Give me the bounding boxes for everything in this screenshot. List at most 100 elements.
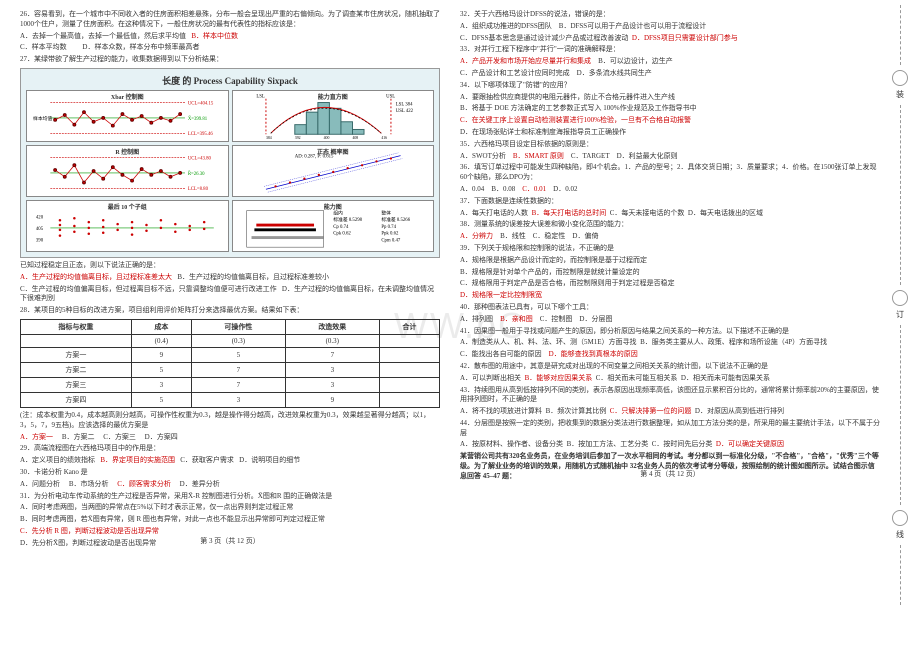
q35-a: A．SWOT分析	[460, 152, 506, 160]
r22: 7	[191, 377, 285, 392]
svg-text:384: 384	[265, 136, 271, 140]
th1: 成本	[131, 319, 191, 334]
q26-row2: C．样本平均数 D．样本众数，样本分布中频率最高者	[20, 43, 440, 53]
q41-a: A．制造类从人、机、料、法、环、测（5M1E）方面寻找	[460, 338, 637, 346]
svg-text:416: 416	[381, 136, 387, 140]
svg-text:R̄=26.30: R̄=26.30	[188, 171, 205, 177]
q38-d: D．偏倚	[572, 232, 598, 240]
q29-text: 29．高端流程图在六西格玛项目中的作用是：	[20, 444, 440, 454]
q31-text: 31．为分析电动车传动系统的生产过程是否异常，采用X̄-R 控制图进行分析。X̄…	[20, 492, 440, 502]
q34-text: 34．以下哪项体现了"防错"的应用？	[460, 81, 880, 91]
svg-text:408: 408	[352, 136, 358, 140]
q29-opts: A．定义项目的绩效指标 B．界定项目的实施范围 C．获取客户需求 D．说明项目的…	[20, 456, 440, 466]
cap-plot: 能力图 组内整体 标准差 8.5298标准差 8.5266 Cp 0.74Pp …	[232, 200, 435, 252]
q36-opts: A．0.04 B．0.08 C．0.01 D．0.02	[460, 185, 880, 195]
q44-r1: A．按原材料、操作者、设备分类 B．按加工方法、工艺分类 C．按时间先后分类 D…	[460, 440, 880, 450]
r-chart: R 控制图 UCL=43.80 R̄=26.30 LCL=8.80	[26, 145, 229, 197]
last10: 最后 10 个子组 420405390	[26, 200, 229, 252]
capplot-title: 能力图	[324, 202, 342, 211]
q36-d: D．0.02	[553, 185, 577, 193]
q36-text: 36．填写订单过程中可能发生四种缺陷，即4个机会。1．产品的型号；2．具体交货日…	[460, 163, 880, 183]
q38-b: B．线性	[500, 232, 526, 240]
q34-c: C．在关键工序上设置自动检测装置进行100%检验，一旦有不合格自动报警	[460, 116, 880, 126]
r01: 9	[131, 347, 191, 362]
norm-plot: 正态 概率图 AD: 0.287, P: 0.615	[232, 145, 435, 197]
q35-c: C．TARGET	[571, 152, 610, 160]
q33-c: C．产品设计和工艺设计应同时完成	[460, 69, 570, 77]
hole-icon	[892, 70, 908, 86]
q44-text: 44．分层图是按照一定的类别，把收集到的数据分类法进行数据整理，如从加工方法分类…	[460, 419, 880, 439]
q38-opts: A．分辨力 B．线性 C．稳定性 D．偏倚	[460, 232, 880, 242]
w3: (0.3)	[285, 334, 379, 347]
r00: 方案一	[21, 347, 132, 362]
q43-opts: A．将不找的项放进计算料 B．频次计算其比例 C．只解决排第一位的问题 D．对原…	[460, 407, 880, 417]
hole-icon	[892, 290, 908, 306]
svg-text:392: 392	[294, 136, 300, 140]
q44-b: B．按加工方法、工艺分类	[567, 440, 649, 448]
q39-text: 39．下列关于规格限和控制限的说法，不正确的是	[460, 244, 880, 254]
q28-opts: A．方案一 B．方案二 C．方案三 D．方案四	[20, 433, 440, 443]
svg-text:LCL=8.80: LCL=8.80	[188, 187, 209, 192]
q26-c: C．样本平均数	[20, 43, 67, 51]
q42-text: 42．散布图的用途中，其意是研究成对出现的不同变量之间相关关系的统计图，以下说法…	[460, 362, 880, 372]
lsl-val: LSL 384	[395, 102, 412, 107]
q41-text: 41．因果图一般用于寻找或问题产生的原因，即分析原因与结果之间关系的一种方法。以…	[460, 327, 880, 337]
q34-d: D．在现场张贴详士和标准制度海报指导员工正确操作	[460, 128, 880, 138]
svg-text:390: 390	[36, 238, 44, 243]
q43-d: D．对原因从高到低进行排列	[695, 407, 784, 415]
xbar-lcl: LCL=395.46	[188, 132, 214, 137]
q37-b: B．每天打电话的总时间	[532, 209, 607, 217]
q42-a: A．可以判断出相关	[460, 374, 521, 382]
sixpack-chart: 长度 的 Process Capability Sixpack Xbar 控制图…	[20, 68, 440, 258]
q44-c: C．按时间先后分类	[652, 440, 713, 448]
th3: 改造效果	[285, 319, 379, 334]
q29-b: B．界定项目的实施范围	[100, 456, 175, 464]
svg-text:Cpm 0.47: Cpm 0.47	[381, 238, 401, 243]
q28-c: C．方案三	[103, 433, 136, 441]
xbar-ucl: UCL=404.15	[188, 101, 214, 106]
r14	[379, 362, 439, 377]
r31: 5	[131, 392, 191, 407]
w4	[379, 334, 439, 347]
r11: 5	[131, 362, 191, 377]
q29-d: D．说明项目的细节	[239, 456, 300, 464]
q29-a: A．定义项目的绩效指标	[20, 456, 95, 464]
r03: 7	[285, 347, 379, 362]
q37-opts: A．每天打电话的人数 B．每天打电话的总时间 C．每天未接电话的个数 D．每天电…	[460, 209, 880, 219]
q33-r2: C．产品设计和工艺设计应同时完成 D．多条流水线共同生产	[460, 69, 880, 79]
w2: (0.3)	[191, 334, 285, 347]
page-left: 26．容易看到，在一个城市中不同收入者的住房面积相差悬殊，分布一般会呈现出严重的…	[20, 10, 440, 551]
q40-text: 40．那种图表法已具有，可以下哪个工具：	[460, 303, 880, 313]
q41-r2: C．能找出各自可能的原因 D．能够查找到真根本的原因	[460, 350, 880, 360]
q40-a: A．排列图	[460, 315, 493, 323]
svg-text:405: 405	[36, 227, 44, 232]
r32: 3	[191, 392, 285, 407]
th2: 可操作性	[191, 319, 285, 334]
lsl-label: LSL	[256, 95, 265, 100]
q35-opts: A．SWOT分析 B．SMART 原则 C．TARGET D．利益最大化原则	[460, 152, 880, 162]
q41-c: C．能找出各自可能的原因	[460, 350, 542, 358]
q27-text: 27．某绿带欲了解生产过程的能力，收集数据得到以下分析结果：	[20, 55, 440, 65]
q39-d: D．规格限一定比控制限宽	[460, 291, 880, 301]
q42-b: B．能够对应因果关系	[525, 374, 593, 382]
usl-label: USL	[386, 95, 395, 100]
q34-b: B．将基于 DOE 方法确定的工艺参数正式写入 100%作业规范及工作指导书中	[460, 104, 880, 114]
svg-text:400: 400	[323, 136, 329, 140]
q41-d: D．能够查找到真根本的原因	[549, 350, 638, 358]
edge-top: 装	[885, 89, 915, 100]
svg-text:420: 420	[36, 215, 44, 220]
cap-hist: 能力直方图 LSL USL LSL 384 USL 422 3843924004…	[232, 90, 435, 142]
q32-r2: C．DFSS基本思念是通过设计减少产品或过程改善波动 D．DFSS项目只需要设计…	[460, 34, 880, 44]
q26-row1: A．去掉一个最高值，去掉一个最低值，然后求平均值 B．样本中位数	[20, 32, 440, 42]
r23: 3	[285, 377, 379, 392]
chart-title: 长度 的 Process Capability Sixpack	[26, 74, 434, 87]
r12: 7	[191, 362, 285, 377]
footer-right: 第 4 页（共 12 页）	[640, 469, 700, 479]
q31-b: B．同时考虑两图，若X̄图有异常，则 R 图也有异常，对此一点也不能显示出异常即…	[20, 515, 440, 525]
r13: 3	[285, 362, 379, 377]
q26-a: A．去掉一个最高值，去掉一个最低值，然后求平均值	[20, 32, 186, 40]
r33: 9	[285, 392, 379, 407]
r10: 方案二	[21, 362, 132, 377]
q39-b: B．规格限是针对单个产品的，而控制限是就统计量设定的	[460, 268, 880, 278]
hole-icon	[892, 510, 908, 526]
